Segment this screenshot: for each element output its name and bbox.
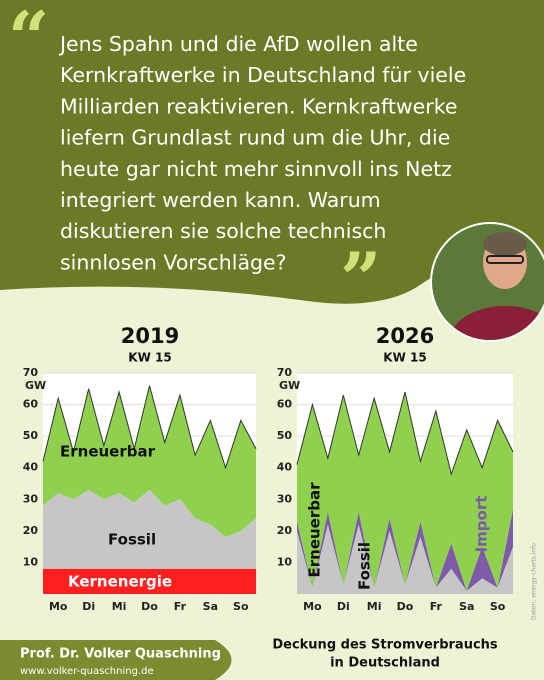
chart-title: 2019	[121, 324, 179, 348]
open-quote: “	[8, 0, 49, 80]
area	[297, 391, 513, 591]
x-tick-label: Di	[82, 600, 95, 613]
y-tick-label: 30	[23, 492, 39, 505]
area	[297, 508, 513, 591]
y-tick-label: 20	[277, 524, 293, 537]
series-label: Kernenergie	[68, 573, 172, 591]
area	[297, 524, 513, 594]
x-tick-label: Di	[337, 600, 350, 613]
x-tick-label: Sa	[203, 600, 218, 613]
quote: Jens Spahn und die AfD wollen alte Kernkr…	[58, 32, 466, 274]
x-tick-label: So	[490, 600, 506, 613]
x-tick-label: Sa	[459, 600, 474, 613]
y-tick-label: 60	[23, 398, 39, 411]
series-label: Import	[473, 496, 491, 553]
x-tick-label: Do	[141, 600, 158, 613]
y-tick-label: 50	[277, 429, 293, 442]
quote-line: Kernkraftwerke in Deutschland für viele	[60, 63, 466, 87]
portrait	[430, 222, 544, 342]
source: Daten: energy-charts.info	[531, 543, 538, 620]
caption: in Deutschland	[330, 656, 440, 671]
footer-badge	[0, 640, 232, 680]
quote-line: liefern Grundlast rund um die Uhr, die	[60, 126, 450, 150]
y-tick-label: 50	[23, 429, 39, 442]
x-tick-label: Fr	[174, 600, 187, 613]
area	[43, 568, 256, 594]
y-tick-label: 10	[277, 555, 293, 568]
y-tick-label: 70	[23, 366, 39, 379]
y-tick-label: 20	[23, 524, 39, 537]
caption: Deckung des Stromverbrauchs	[272, 638, 498, 653]
x-tick-label: So	[233, 600, 249, 613]
chart-subtitle: KW 15	[128, 351, 171, 365]
series-label: Fossil	[108, 531, 156, 549]
quote-line: Milliarden reaktivieren. Kernkraftwerke	[60, 94, 457, 118]
x-tick-label: Mi	[112, 600, 127, 613]
area	[43, 489, 256, 569]
chart-subtitle: KW 15	[383, 351, 426, 365]
y-tick-label: 40	[23, 461, 39, 474]
y-tick-label: 70	[277, 366, 293, 379]
author: Prof. Dr. Volker Quaschning	[20, 647, 221, 662]
quote-line: diskutieren sie solche technisch	[60, 219, 386, 243]
series-label: Fossil	[356, 542, 374, 590]
y-tick-label: 60	[277, 398, 293, 411]
x-tick-label: Mo	[303, 600, 322, 613]
quote-line: Jens Spahn und die AfD wollen alte	[58, 32, 418, 56]
x-tick-label: Mo	[49, 600, 68, 613]
x-tick-label: Mi	[367, 600, 382, 613]
x-tick-label: Do	[397, 600, 414, 613]
y-unit: GW	[25, 379, 46, 392]
close-quote: ”	[340, 236, 381, 321]
url: www.volker-quaschning.de	[20, 666, 154, 677]
y-tick-label: 40	[277, 461, 293, 474]
quote-line: heute gar nicht mehr sinnvoll ins Netz	[60, 157, 452, 181]
quote-line: sinnlosen Vorschläge?	[60, 250, 287, 274]
chart-title: 2026	[376, 324, 434, 348]
series-label: Erneuerbar	[60, 443, 156, 461]
area	[43, 385, 256, 538]
total-line	[296, 391, 514, 476]
y-tick-label: 10	[23, 555, 39, 568]
banner	[0, 0, 544, 304]
quote-line: integriert werden kann. Warum	[60, 188, 381, 212]
total-line	[42, 385, 257, 470]
x-tick-label: Fr	[430, 600, 443, 613]
series-label: Erneuerbar	[306, 482, 324, 578]
y-unit: GW	[279, 379, 300, 392]
y-tick-label: 30	[277, 492, 293, 505]
